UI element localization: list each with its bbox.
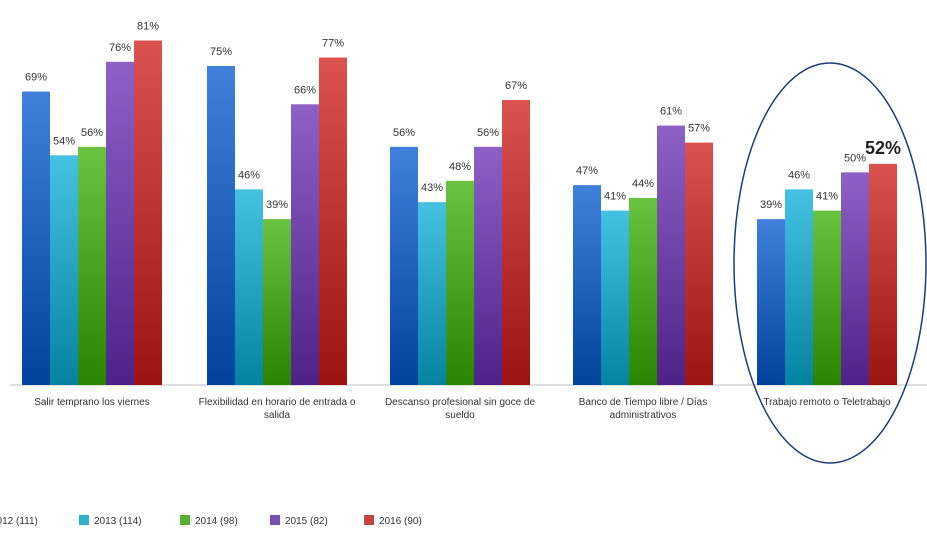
- legend-label-4: 2016 (90): [379, 516, 422, 527]
- bar-0-3: [106, 61, 134, 385]
- bar-4-0: [757, 219, 785, 385]
- legend: 2012 (111) 2013 (114) 2014 (98) 2015 (82) 20…: [0, 515, 422, 527]
- bar-3-1: [601, 210, 629, 385]
- category-labels: Salir temprano los viernes Flexibilidad e…: [34, 397, 891, 421]
- bar-4-3: [841, 172, 869, 385]
- bar-1-0: [207, 66, 235, 385]
- category-label-4: Trabajo remoto o Teletrabajo: [763, 397, 891, 408]
- bar-0-2: [78, 146, 106, 385]
- category-label-1: Flexibilidad en horario de entrada o sali…: [199, 397, 356, 421]
- data-label-0-2: 56%: [81, 127, 103, 139]
- data-label-0-3: 76%: [109, 42, 131, 54]
- data-label-4-2: 41%: [816, 191, 838, 203]
- data-label-1-0: 75%: [210, 46, 232, 58]
- data-label-3-1: 41%: [604, 191, 626, 203]
- bar-1-2: [263, 219, 291, 385]
- bar-4-1: [785, 189, 813, 385]
- category-label-3: Banco de Tiempo libre / Días administrati…: [579, 397, 707, 421]
- data-label-4-3: 50%: [844, 152, 866, 164]
- legend-item-1: 2013 (114): [79, 515, 142, 527]
- data-label-3-4: 57%: [688, 123, 710, 135]
- legend-swatch-1: [79, 515, 89, 525]
- data-label-2-1: 43%: [421, 182, 443, 194]
- data-label-2-0: 56%: [393, 127, 415, 139]
- data-label-0-1: 54%: [53, 135, 75, 147]
- bar-3-4: [685, 142, 713, 385]
- data-label-1-3: 66%: [294, 84, 316, 96]
- legend-swatch-4: [364, 515, 374, 525]
- legend-label-0: 2012 (111): [0, 516, 38, 527]
- data-label-4-1: 46%: [788, 169, 810, 181]
- highlight-ellipse: [733, 62, 927, 464]
- bar-1-1: [235, 189, 263, 385]
- bars-layer: [22, 40, 897, 386]
- data-label-4-0: 39%: [760, 199, 782, 211]
- legend-label-3: 2015 (82): [285, 516, 328, 527]
- data-label-3-2: 44%: [632, 178, 654, 190]
- data-label-2-3: 56%: [477, 127, 499, 139]
- legend-label-1: 2013 (114): [94, 516, 142, 527]
- bar-1-4: [319, 57, 347, 386]
- data-label-0-4: 81%: [137, 21, 159, 33]
- bar-2-4: [502, 100, 530, 386]
- bar-4-4: [869, 163, 897, 385]
- bar-3-3: [657, 125, 685, 386]
- category-label-2: Descanso profesional sin goce de sueldo: [385, 397, 536, 421]
- data-label-2-4: 67%: [505, 80, 527, 92]
- bar-3-2: [629, 197, 657, 385]
- bar-0-4: [134, 40, 162, 386]
- legend-item-2: 2014 (98): [180, 515, 238, 527]
- bar-3-0: [573, 185, 601, 385]
- data-label-3-0: 47%: [576, 165, 598, 177]
- bar-0-1: [50, 155, 78, 385]
- bar-1-3: [291, 104, 319, 385]
- data-label-4-4: 52%: [865, 138, 901, 158]
- bar-0-0: [22, 91, 50, 385]
- data-label-0-0: 69%: [25, 72, 47, 84]
- bar-2-1: [418, 202, 446, 385]
- legend-item-4: 2016 (90): [364, 515, 422, 527]
- category-label-0: Salir temprano los viernes: [34, 397, 150, 408]
- bar-4-2: [813, 210, 841, 385]
- data-label-3-3: 61%: [660, 106, 682, 118]
- legend-swatch-3: [270, 515, 280, 525]
- bar-2-0: [390, 146, 418, 385]
- legend-label-2: 2014 (98): [195, 516, 238, 527]
- labels-layer: 69% 54% 56% 76% 81% 75% 46% 39% 66% 77% 56% 43% 48% 5…: [25, 21, 901, 212]
- legend-item-3: 2015 (82): [270, 515, 328, 527]
- data-label-2-2: 48%: [449, 161, 471, 173]
- bar-2-3: [474, 146, 502, 385]
- bar-2-2: [446, 180, 474, 385]
- legend-swatch-2: [180, 515, 190, 525]
- data-label-1-4: 77%: [322, 38, 344, 50]
- data-label-1-1: 46%: [238, 169, 260, 181]
- legend-item-0: 2012 (111): [0, 516, 38, 527]
- data-label-1-2: 39%: [266, 199, 288, 211]
